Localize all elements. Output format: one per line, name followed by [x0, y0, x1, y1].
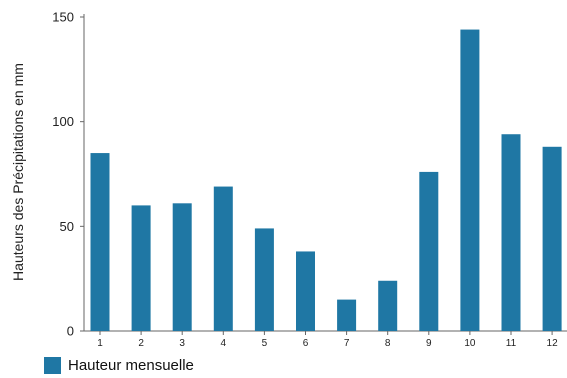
bar-4	[213, 186, 233, 331]
y-tick-label: 150	[52, 10, 74, 25]
x-tick-label: 10	[464, 338, 476, 349]
bar-12	[542, 146, 562, 331]
x-tick-label: 7	[344, 338, 350, 349]
bar-10	[460, 29, 480, 332]
bar-9	[419, 171, 439, 331]
y-tick-label: 0	[67, 324, 74, 339]
y-tick-label: 50	[60, 219, 74, 234]
x-tick-label: 11	[506, 338, 517, 349]
bars-group	[90, 29, 562, 332]
bar-7	[337, 299, 357, 331]
x-tick-label: 5	[262, 338, 268, 349]
bar-3	[172, 203, 192, 331]
y-tick-label: 100	[52, 114, 74, 129]
bar-2	[131, 205, 151, 331]
y-axis-ticks: 0 50 100 150	[52, 10, 84, 339]
x-tick-label: 6	[303, 338, 309, 349]
bar-8	[378, 280, 398, 331]
x-tick-label: 3	[179, 338, 185, 349]
bar-5	[254, 228, 274, 331]
legend-label: Hauteur mensuelle	[68, 357, 194, 374]
bar-6	[296, 251, 315, 331]
x-tick-label: 9	[426, 338, 432, 349]
bar-11	[501, 134, 521, 331]
legend: Hauteur mensuelle	[44, 357, 194, 374]
x-axis-ticks: 1 2 3 4 5 6 7 8 9 10 11 12	[97, 331, 558, 349]
legend-swatch	[44, 357, 61, 374]
x-tick-label: 4	[221, 338, 227, 349]
x-tick-label: 12	[547, 338, 559, 349]
y-axis-title: Hauteurs des Précipitations en mm	[10, 63, 26, 281]
x-tick-label: 1	[97, 338, 103, 349]
x-tick-label: 8	[385, 338, 391, 349]
bar-1	[90, 153, 110, 331]
x-tick-label: 2	[138, 338, 144, 349]
